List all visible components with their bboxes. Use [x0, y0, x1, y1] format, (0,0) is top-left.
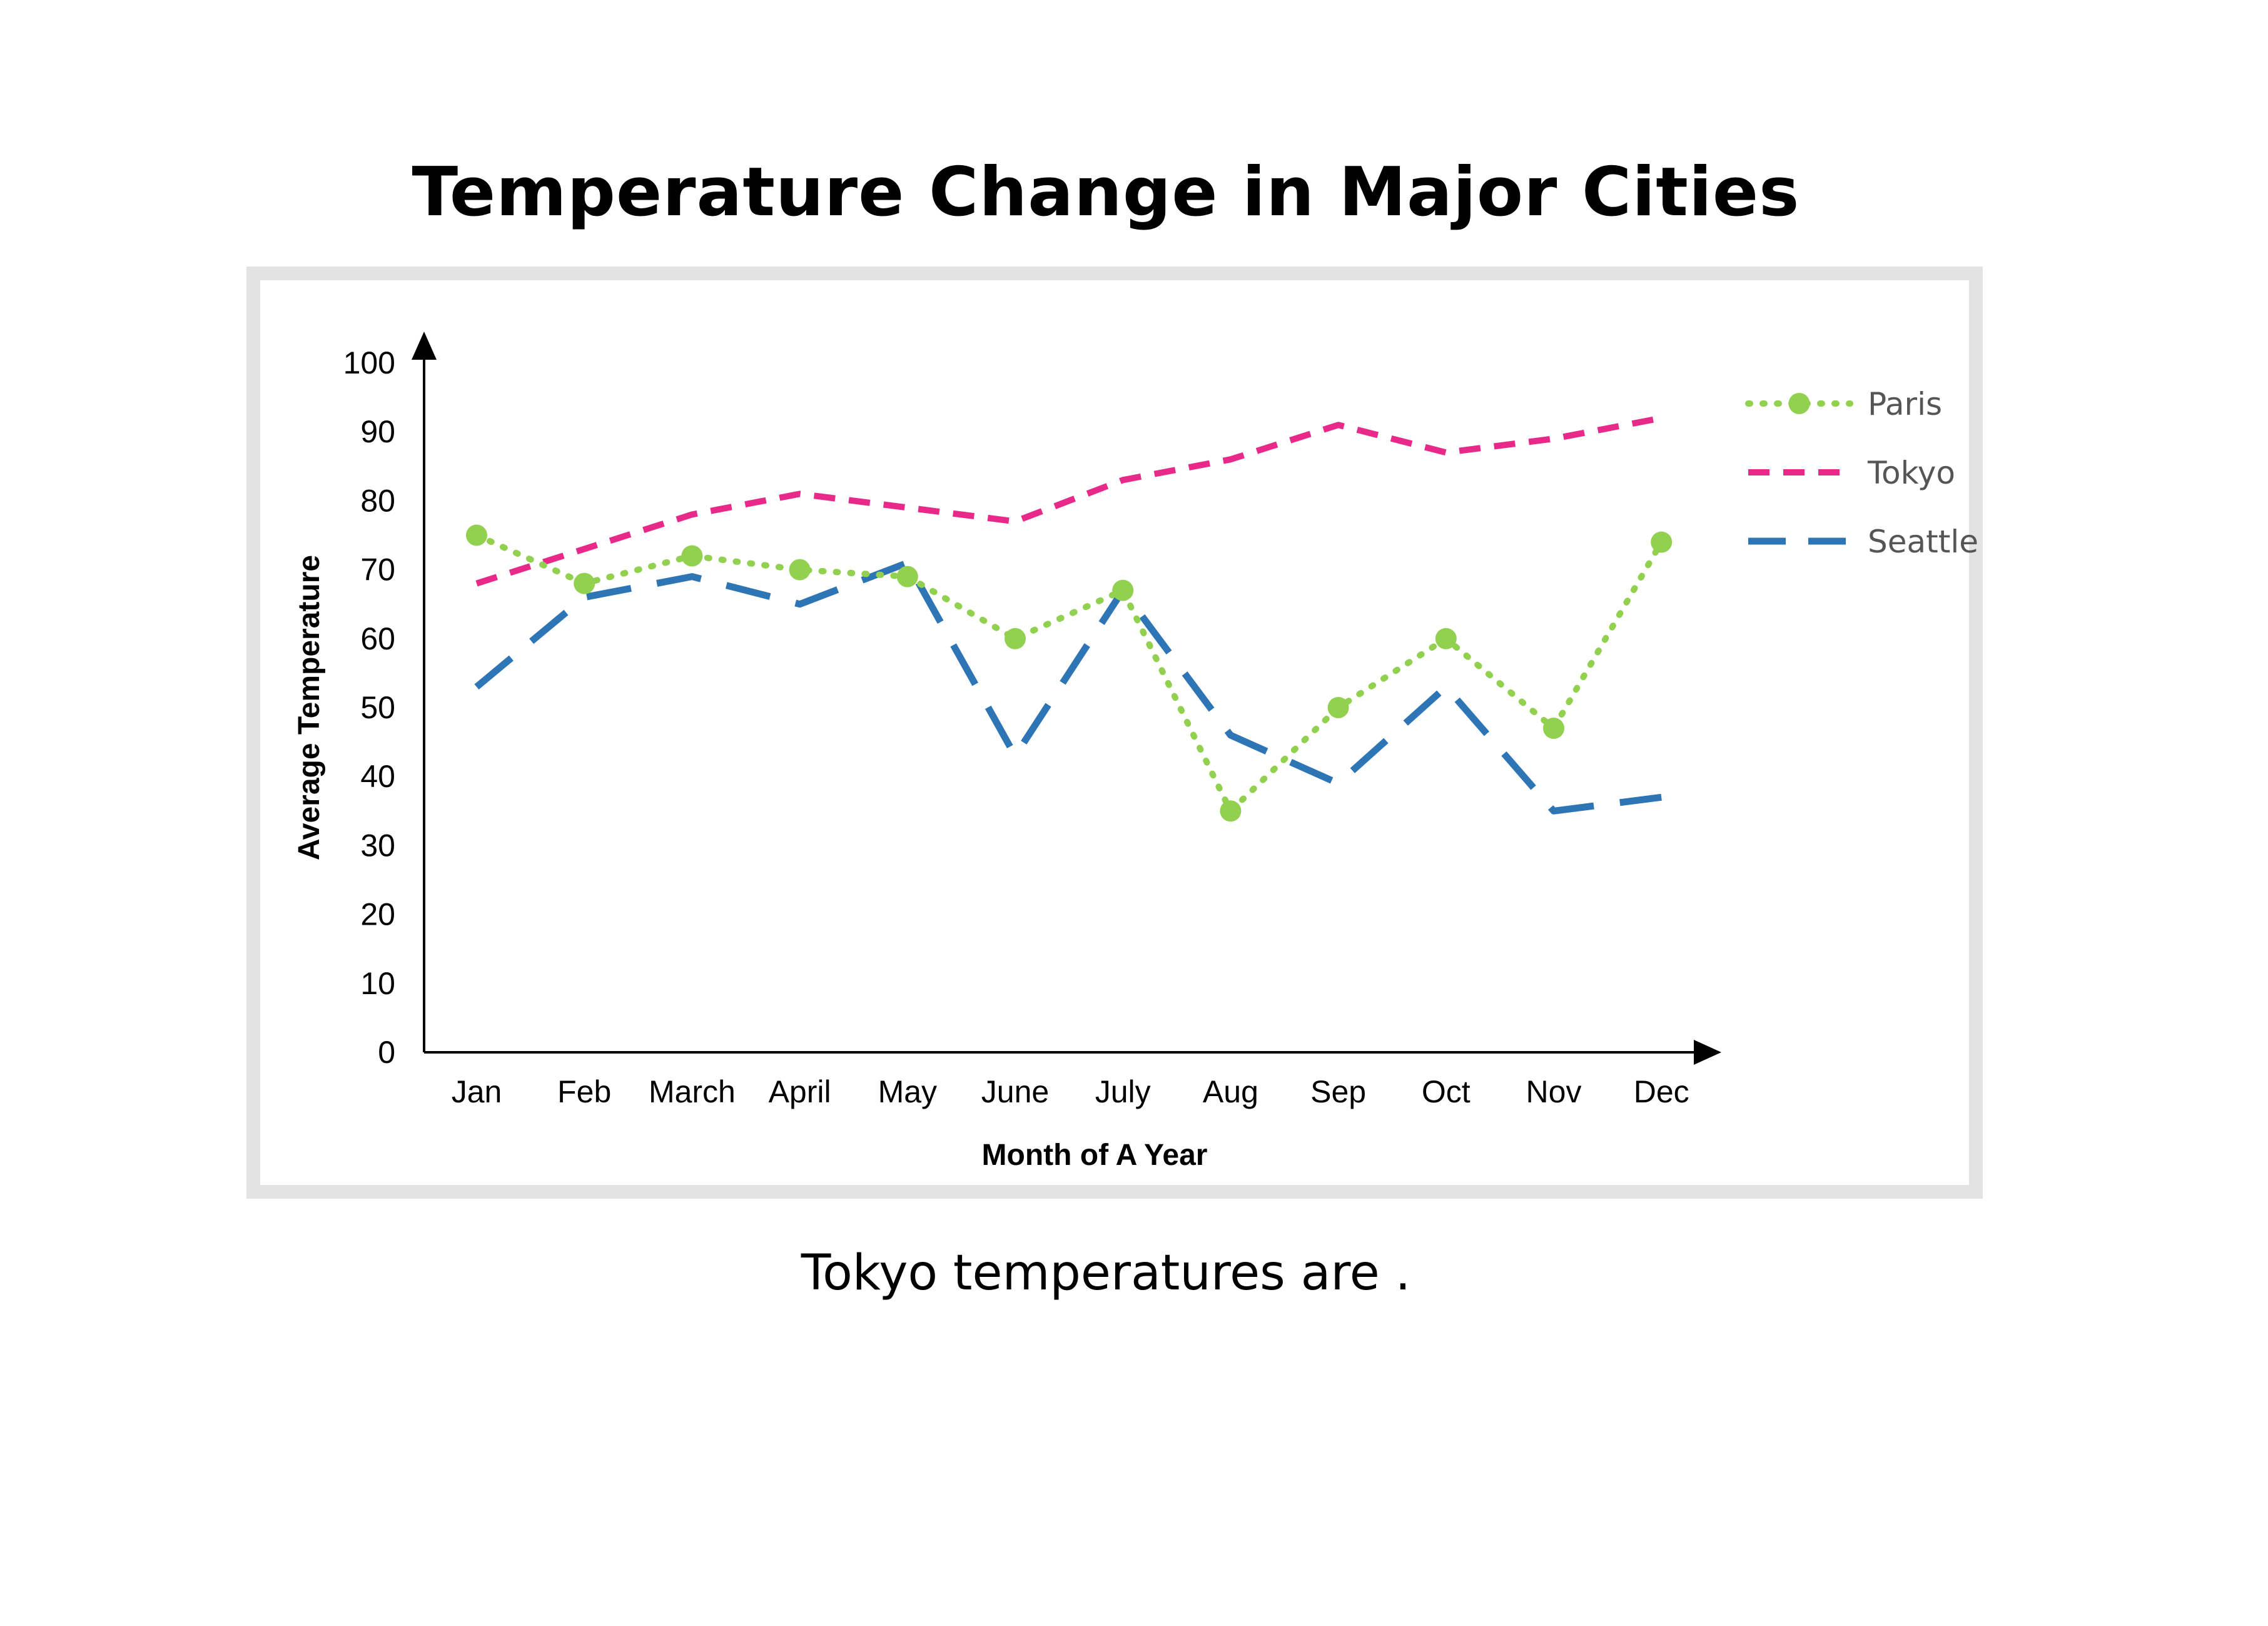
series-paris — [466, 524, 1673, 822]
series-tokyo — [475, 415, 1663, 587]
y-tick-label: 20 — [360, 897, 395, 932]
data-point-paris — [1543, 718, 1564, 739]
series-seattle — [474, 559, 1662, 815]
y-axis-arrow — [412, 332, 437, 360]
x-tick-label: May — [878, 1074, 937, 1109]
y-tick-label: 0 — [378, 1035, 395, 1070]
x-tick-label: Oct — [1422, 1074, 1471, 1109]
x-tick-label: April — [769, 1074, 831, 1109]
series-line-seattle — [474, 559, 1662, 815]
series-layer — [466, 415, 1673, 822]
legend-item-tokyo: Tokyo — [1748, 455, 1955, 491]
data-point-paris — [1220, 800, 1242, 822]
y-axis-title: Average Temperature — [293, 555, 326, 860]
x-tick-label: Jan — [452, 1074, 502, 1109]
data-point-paris — [1327, 697, 1349, 718]
data-point-paris — [681, 545, 703, 567]
x-tick-label: July — [1095, 1074, 1151, 1109]
x-tick-label: Aug — [1203, 1074, 1258, 1109]
series-line-tokyo — [475, 415, 1663, 587]
y-tick-label: 50 — [360, 690, 395, 725]
data-point-paris — [1435, 628, 1457, 649]
caption-text: Tokyo temperatures are . — [801, 1245, 1411, 1301]
chart-frame — [246, 267, 1983, 1199]
data-point-paris — [466, 524, 487, 546]
y-tick-label: 80 — [360, 483, 395, 518]
data-point-paris — [1651, 531, 1673, 553]
data-point-paris — [574, 572, 595, 594]
legend-item-seattle: Seattle — [1748, 524, 1978, 560]
y-tick-label: 60 — [360, 621, 395, 656]
legend-item-paris: Paris — [1745, 386, 1942, 422]
chart-axes: 0 10 20 30 40 50 60 70 80 90 100 Jan Feb March April Ma… — [293, 332, 1721, 1172]
page-title: Temperature Change in Major Cities — [412, 153, 1800, 231]
legend-label-seattle: Seattle — [1868, 524, 1978, 560]
y-tick-label: 100 — [343, 345, 395, 380]
y-tick-label: 10 — [360, 966, 395, 1001]
y-tick-label: 40 — [360, 759, 395, 794]
legend-label-tokyo: Tokyo — [1867, 455, 1955, 491]
data-point-paris — [896, 566, 918, 587]
x-tick-label: Dec — [1634, 1074, 1689, 1109]
data-point-paris — [1005, 628, 1026, 649]
x-tick-label: Sep — [1310, 1074, 1366, 1109]
data-point-paris — [1112, 579, 1134, 601]
y-tick-label: 30 — [360, 828, 395, 863]
legend-label-paris: Paris — [1868, 386, 1942, 422]
x-axis-title: Month of A Year — [982, 1139, 1208, 1172]
x-tick-label: June — [981, 1074, 1049, 1109]
legend-marker-paris — [1788, 393, 1810, 414]
y-tick-label: 90 — [360, 414, 395, 449]
x-axis-arrow — [1694, 1040, 1721, 1065]
x-tick-label: March — [649, 1074, 736, 1109]
data-point-paris — [789, 559, 811, 581]
x-tick-label: Nov — [1526, 1074, 1582, 1109]
y-tick-label: 70 — [360, 552, 395, 587]
x-tick-label: Feb — [557, 1074, 611, 1109]
chart-legend: Paris Tokyo Seattle — [1745, 386, 1978, 560]
